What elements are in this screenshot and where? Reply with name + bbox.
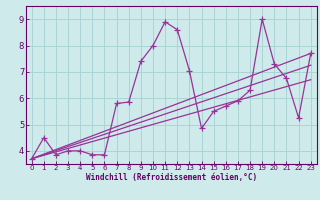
X-axis label: Windchill (Refroidissement éolien,°C): Windchill (Refroidissement éolien,°C) xyxy=(86,173,257,182)
